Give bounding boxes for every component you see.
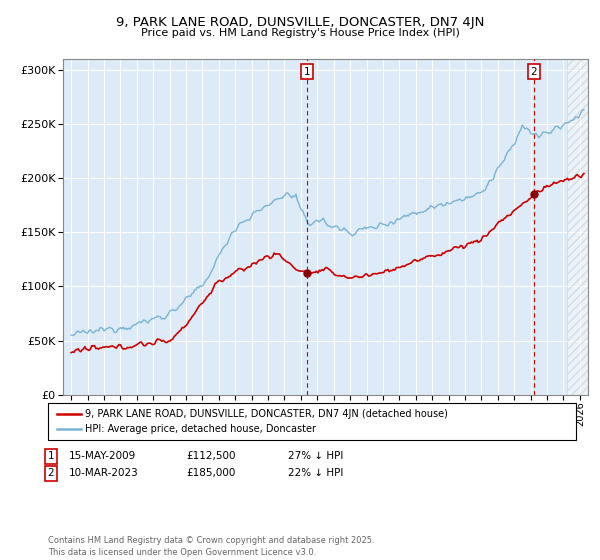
Text: 2: 2 bbox=[530, 67, 537, 77]
Text: 1: 1 bbox=[304, 67, 310, 77]
Text: Contains HM Land Registry data © Crown copyright and database right 2025.
This d: Contains HM Land Registry data © Crown c… bbox=[48, 536, 374, 557]
Text: 15-MAY-2009: 15-MAY-2009 bbox=[69, 451, 136, 461]
Bar bbox=[568, 48, 600, 395]
Text: Price paid vs. HM Land Registry's House Price Index (HPI): Price paid vs. HM Land Registry's House … bbox=[140, 28, 460, 38]
Text: 27% ↓ HPI: 27% ↓ HPI bbox=[288, 451, 343, 461]
Text: £185,000: £185,000 bbox=[186, 468, 235, 478]
Text: 1: 1 bbox=[47, 451, 55, 461]
Text: 10-MAR-2023: 10-MAR-2023 bbox=[69, 468, 139, 478]
Text: 9, PARK LANE ROAD, DUNSVILLE, DONCASTER, DN7 4JN: 9, PARK LANE ROAD, DUNSVILLE, DONCASTER,… bbox=[116, 16, 484, 29]
Text: 9, PARK LANE ROAD, DUNSVILLE, DONCASTER, DN7 4JN (detached house): 9, PARK LANE ROAD, DUNSVILLE, DONCASTER,… bbox=[85, 409, 448, 419]
Text: HPI: Average price, detached house, Doncaster: HPI: Average price, detached house, Donc… bbox=[85, 424, 316, 435]
Text: £112,500: £112,500 bbox=[186, 451, 235, 461]
Text: 22% ↓ HPI: 22% ↓ HPI bbox=[288, 468, 343, 478]
Text: 2: 2 bbox=[47, 468, 55, 478]
